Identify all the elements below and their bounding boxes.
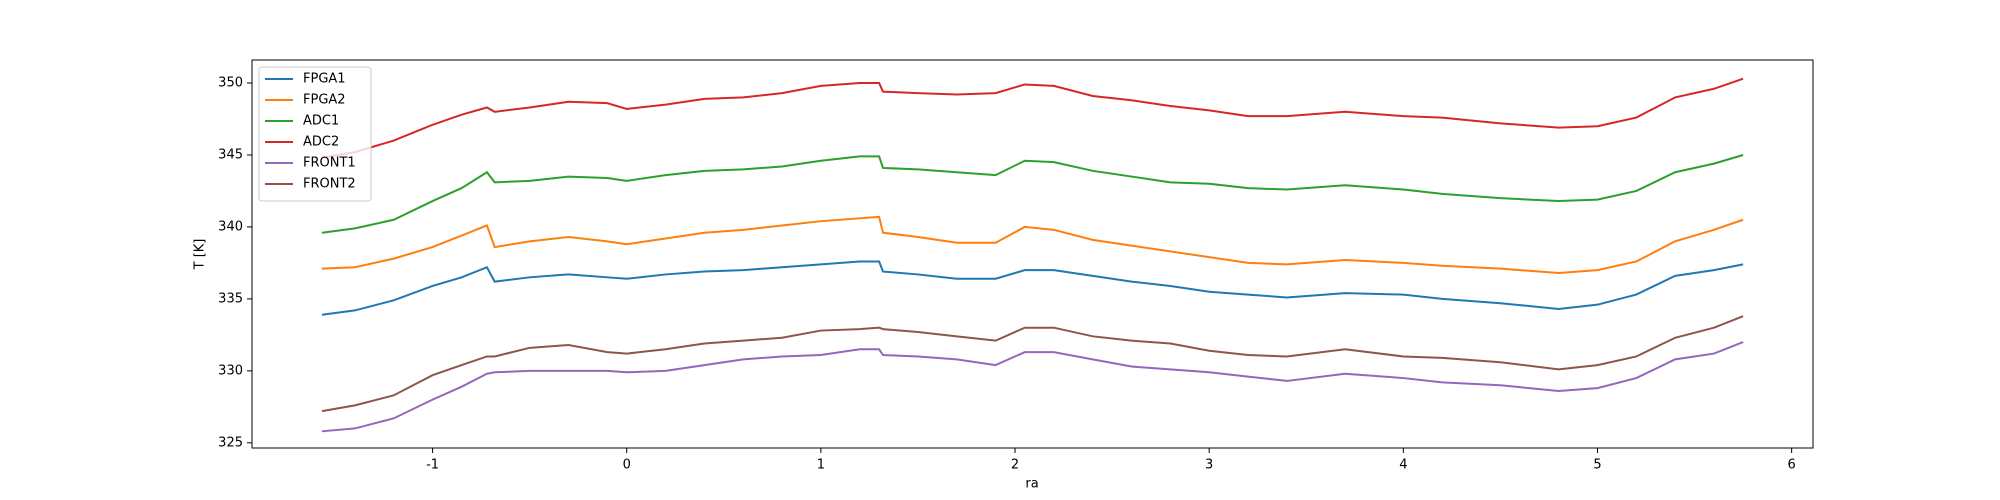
series-line: [321, 341, 1744, 433]
x-tick-label: 5: [1593, 458, 1601, 473]
x-tick-label: 3: [1205, 458, 1213, 473]
y-axis-label: T [K]: [193, 239, 208, 271]
series-line: [321, 215, 1744, 275]
legend-label: FPGA2: [303, 93, 346, 108]
y-tick-label: 325: [218, 435, 243, 450]
y-tick-label: 350: [218, 76, 243, 91]
x-tick-label: 0: [623, 458, 631, 473]
series-line: [321, 315, 1744, 413]
x-tick-label: -1: [426, 458, 439, 473]
legend-label: FRONT1: [303, 156, 356, 171]
series-line: [321, 77, 1744, 159]
x-axis-label: ra: [1025, 477, 1038, 492]
y-tick-label: 340: [218, 219, 243, 234]
legend-label: ADC2: [303, 135, 339, 150]
x-tick-label: 6: [1788, 458, 1796, 473]
legend-label: ADC1: [303, 114, 339, 129]
legend-label: FRONT2: [303, 177, 356, 192]
y-tick-label: 335: [218, 291, 243, 306]
series-line: [321, 154, 1744, 234]
series-line: [321, 260, 1744, 316]
x-tick-label: 1: [817, 458, 825, 473]
y-tick-label: 345: [218, 147, 243, 162]
x-tick-label: 4: [1399, 458, 1407, 473]
legend-label: FPGA1: [303, 72, 346, 87]
x-tick-label: 2: [1011, 458, 1019, 473]
plot-frame: [251, 59, 1814, 449]
y-tick-label: 330: [218, 363, 243, 378]
